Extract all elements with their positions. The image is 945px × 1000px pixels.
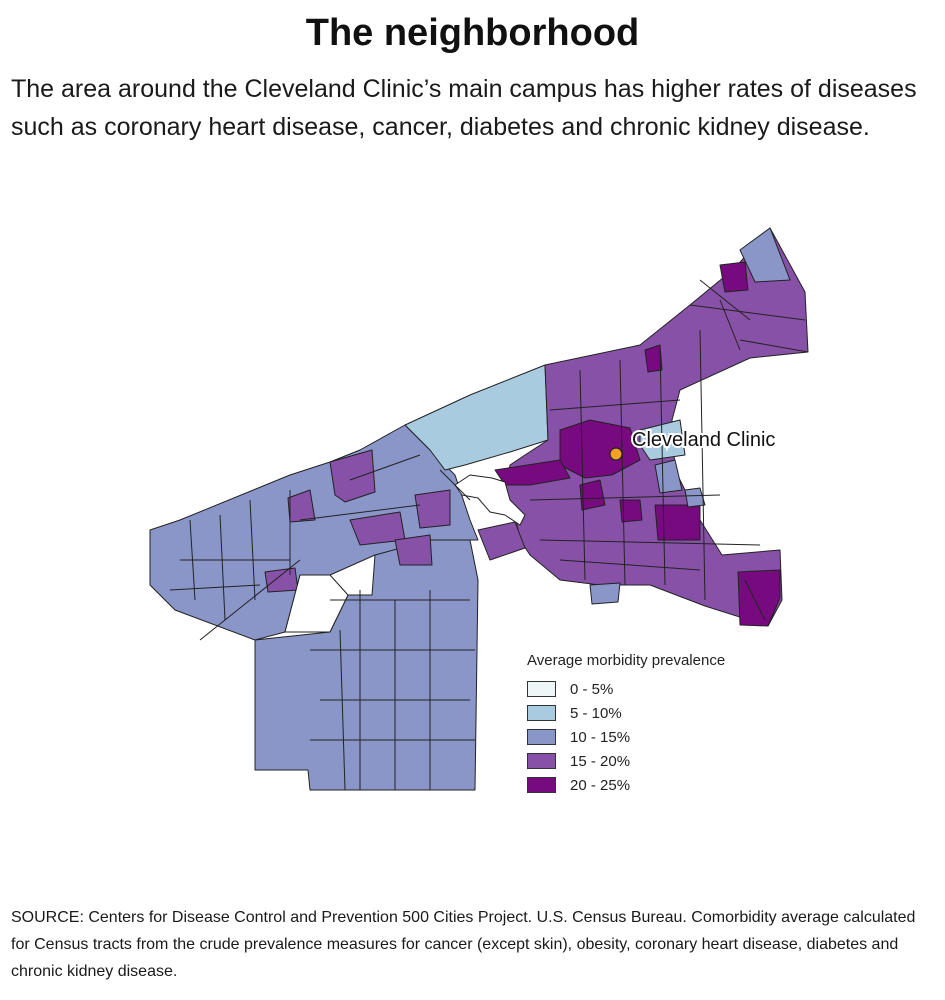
cleveland-clinic-label: Cleveland Clinic <box>632 429 775 451</box>
cleveland-clinic-marker <box>609 447 623 461</box>
tract-high-4 <box>644 344 663 373</box>
legend-swatch <box>527 777 556 793</box>
river-gap-south <box>284 574 349 633</box>
tract-west-purple-4 <box>414 489 451 529</box>
legend-swatch <box>527 681 556 697</box>
legend-swatch <box>527 729 556 745</box>
legend-item: 0 - 5% <box>527 677 725 701</box>
legend-label: 0 - 5% <box>570 680 614 698</box>
legend-swatch <box>527 753 556 769</box>
legend-label: 10 - 15% <box>570 728 631 746</box>
legend-item: 15 - 20% <box>527 749 725 773</box>
legend-label: 15 - 20% <box>570 752 631 770</box>
tract-high-7 <box>579 479 606 511</box>
legend-label: 5 - 10% <box>570 704 622 722</box>
tract-west-purple-5 <box>394 534 433 566</box>
tract-zone-shoreline <box>404 364 549 471</box>
tract-high-3 <box>719 261 749 293</box>
tract-high-5 <box>654 504 701 541</box>
tract-lightest <box>639 419 686 461</box>
tract-west-purple-1 <box>329 449 376 503</box>
legend-swatch <box>527 705 556 721</box>
legend-item: 20 - 25% <box>527 773 725 797</box>
tract-east-blue-4 <box>589 582 621 605</box>
legend-item: 10 - 15% <box>527 725 725 749</box>
page-title: The neighborhood <box>305 12 640 54</box>
source-note: SOURCE: Centers for Disease Control and … <box>11 909 916 980</box>
legend-title: Average morbidity prevalence <box>527 652 726 669</box>
tract-east-blue-3 <box>684 487 706 508</box>
tract-west-purple-6 <box>264 567 299 593</box>
legend-label: 20 - 25% <box>570 776 631 794</box>
tract-west-purple-7 <box>477 521 526 561</box>
tract-boundaries <box>169 279 809 791</box>
river-inlet <box>454 474 526 526</box>
map-legend: Average morbidity prevalence 0 - 5% 5 - … <box>527 652 725 797</box>
legend-item: 5 - 10% <box>527 701 725 725</box>
tract-east-blue-1 <box>739 227 791 283</box>
tract-east-blue-2 <box>654 459 683 494</box>
tract-high-8 <box>619 499 643 523</box>
tract-high-6 <box>737 569 781 627</box>
tract-west-purple-2 <box>287 489 316 523</box>
page-subtitle: The area around the Cleveland Clinic’s m… <box>11 75 917 141</box>
